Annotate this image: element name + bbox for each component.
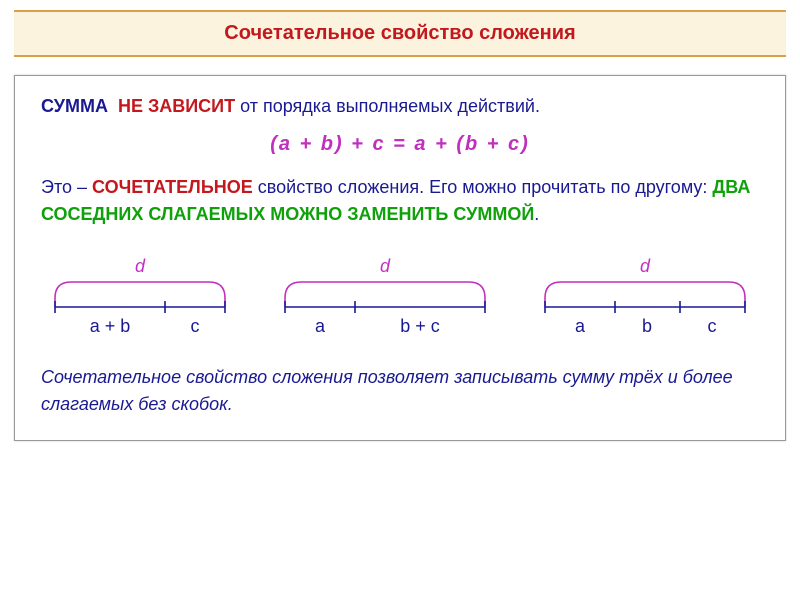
arc-3 [545,282,745,307]
d-label-3: d [640,256,651,276]
label-2-bc: b + c [400,316,440,336]
eto: Это – [41,177,92,197]
word-sum: СУММА [41,96,108,116]
property-text: Это – СОЧЕТАТЕЛЬНОЕ свойство сложения. Е… [41,174,759,228]
label-3-c: c [708,316,717,336]
prop-tail: свойство сложения. Его можно прочитать п… [253,177,713,197]
diagrams-row: d a + b c d a b + c d [45,252,755,342]
associative-formula: (a + b) + c = a + (b + c) [270,133,530,155]
word-sochetatelnoe: СОЧЕТАТЕЛЬНОЕ [92,177,253,197]
arc-1 [55,282,225,307]
label-1-c: c [191,316,200,336]
label-3-b: b [642,316,652,336]
slide: Сочетательное свойство сложения СУММА НЕ… [0,0,800,600]
label-3-a: a [575,316,586,336]
d-label-1: d [135,256,146,276]
label-2-a: a [315,316,326,336]
title-bar: Сочетательное свойство сложения [14,10,786,57]
dot: . [534,204,539,224]
word-nezavisit: НЕ ЗАВИСИТ [118,96,235,116]
diagram-3: d a b c [535,252,755,342]
label-1-ab: a + b [90,316,131,336]
intro-tail: от порядка выполняемых действий. [235,96,540,116]
formula-row: (a + b) + c = a + (b + c) [41,133,759,156]
diagram-1: d a + b c [45,252,235,342]
arc-2 [285,282,485,307]
slide-title: Сочетательное свойство сложения [224,22,575,44]
intro-line: СУММА НЕ ЗАВИСИТ от порядка выполняемых … [41,94,759,119]
diagram-2: d a b + c [275,252,495,342]
conclusion-text: Сочетательное свойство сложения позволяе… [41,364,759,418]
d-label-2: d [380,256,391,276]
content-panel: СУММА НЕ ЗАВИСИТ от порядка выполняемых … [14,75,786,441]
